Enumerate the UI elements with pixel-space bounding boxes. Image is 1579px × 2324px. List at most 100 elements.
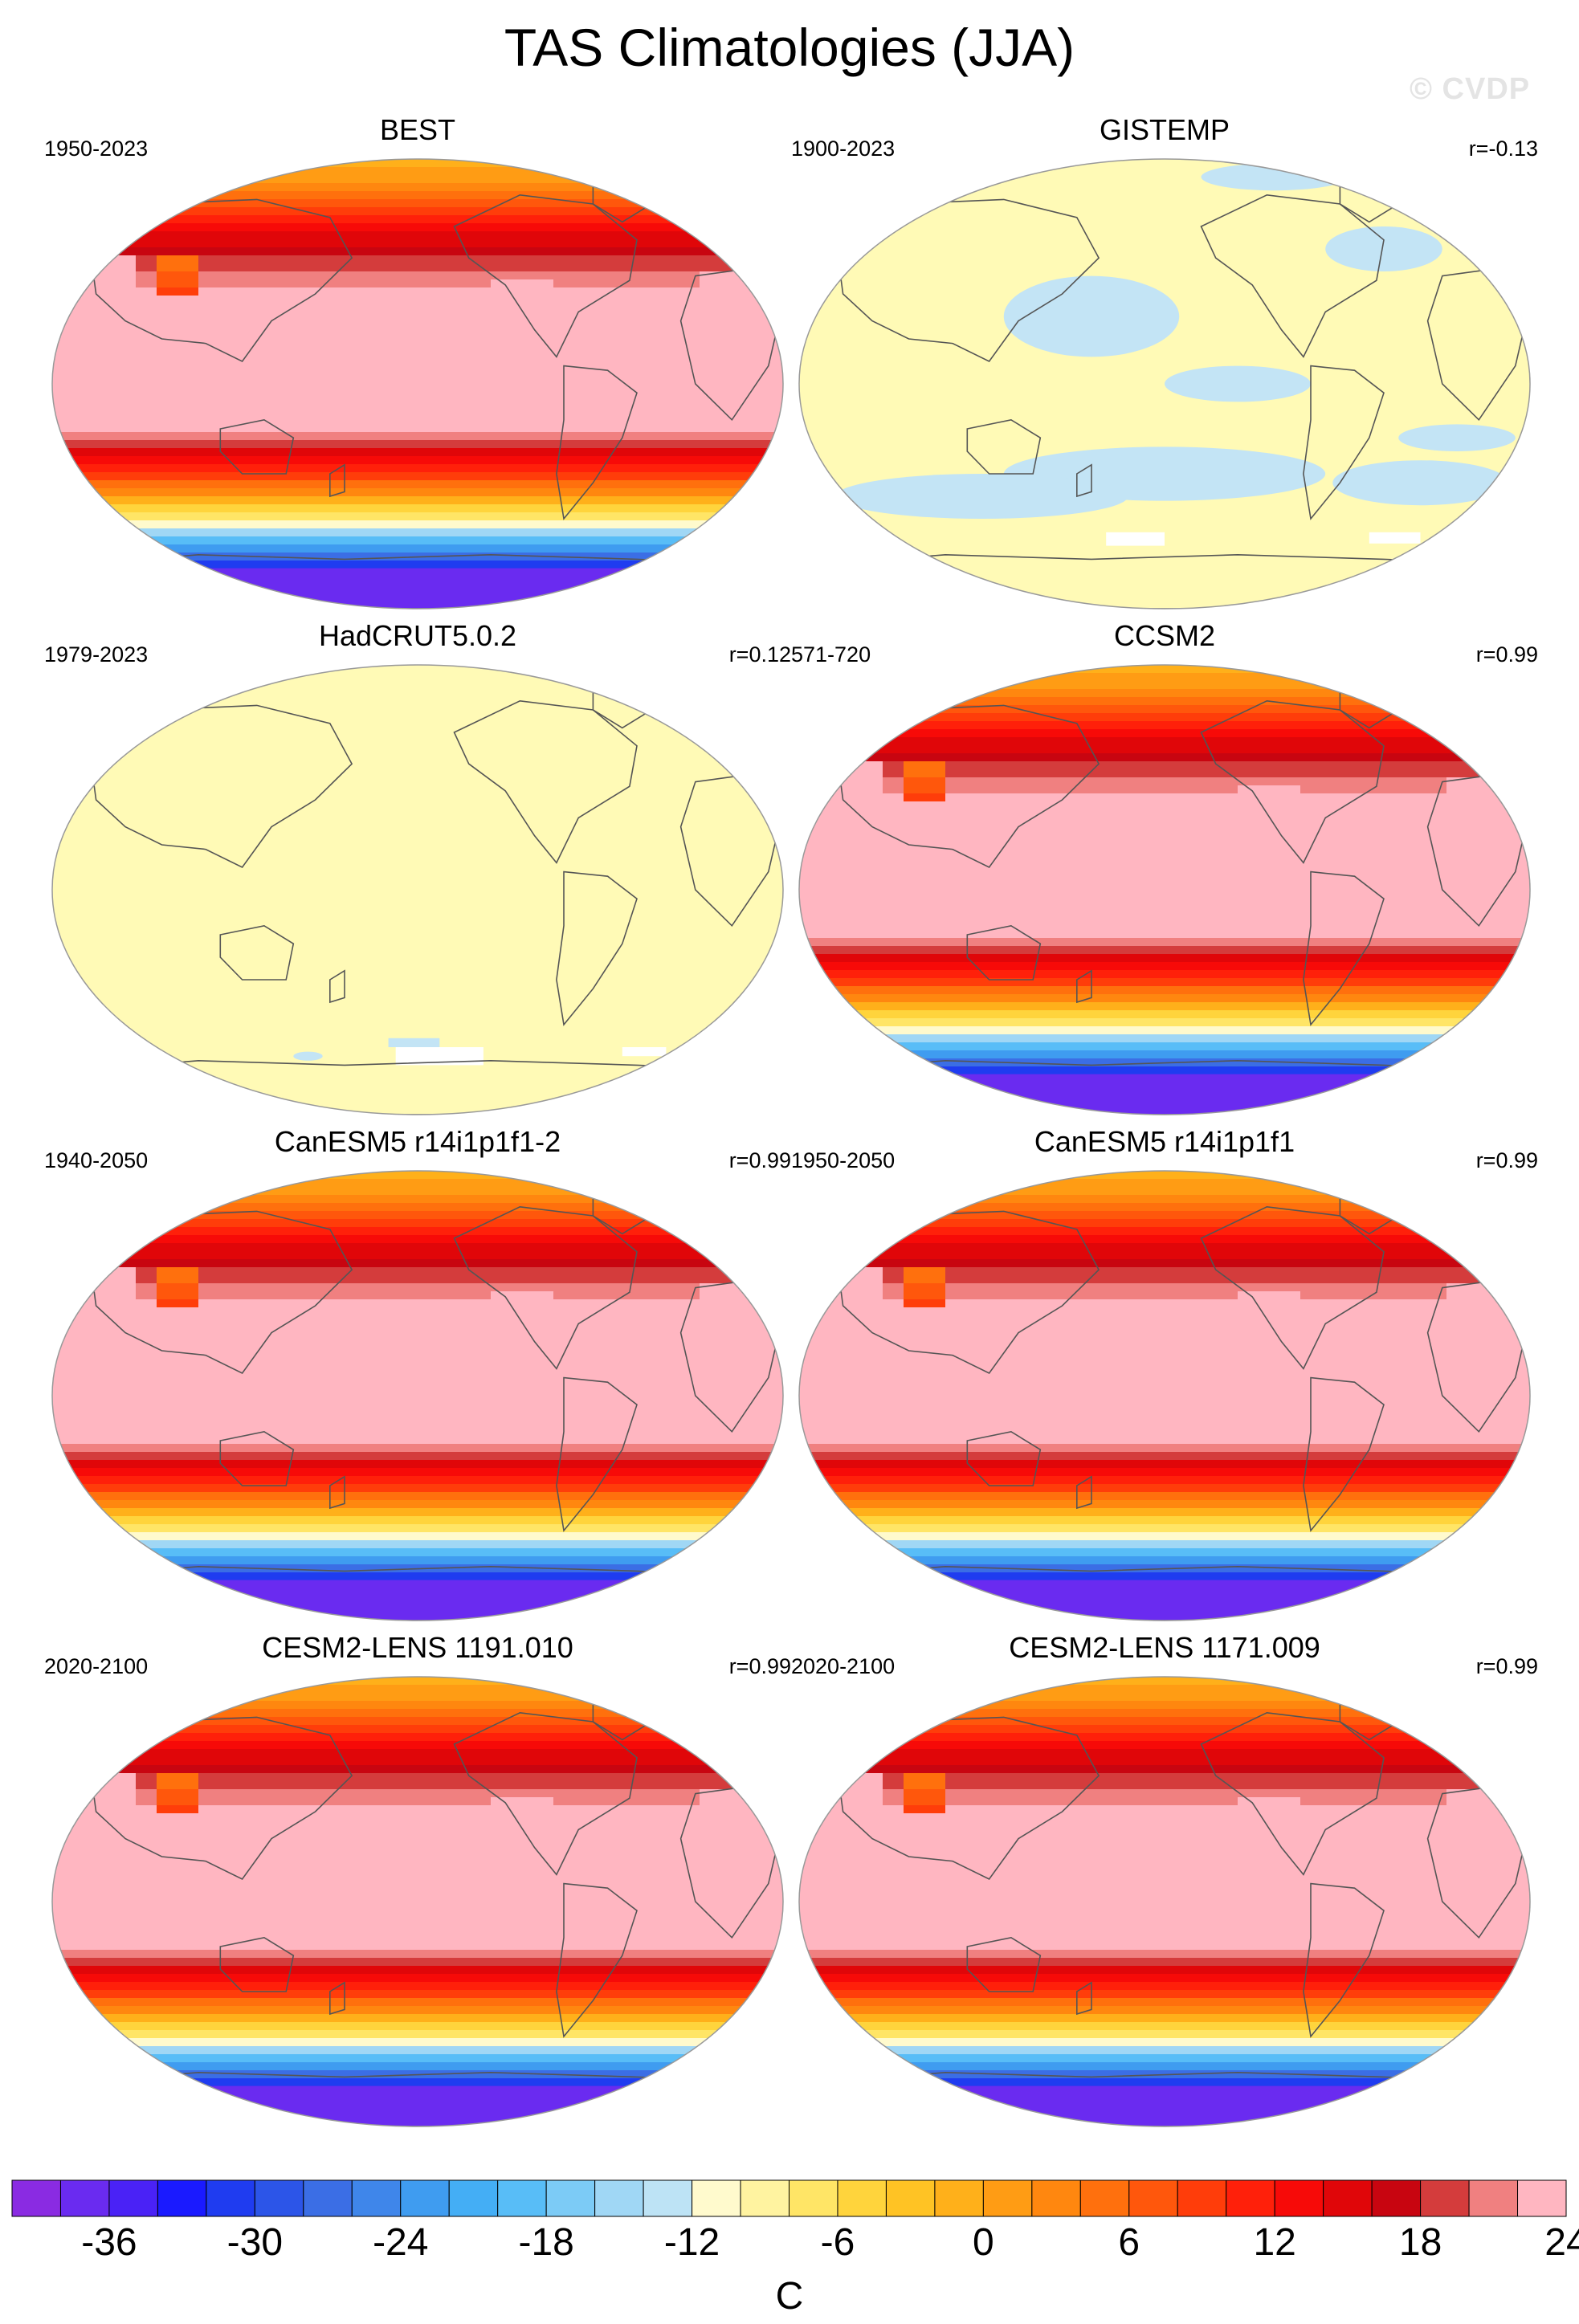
coastline-northAmerica bbox=[453, 1711, 638, 1876]
coastline-antarctica bbox=[834, 1565, 1495, 1621]
panel-title: GISTEMP bbox=[1099, 113, 1230, 146]
colorbar-swatch bbox=[837, 2179, 887, 2217]
colorbar-swatch bbox=[59, 2179, 110, 2217]
coastline-asia bbox=[88, 1716, 353, 1881]
colorbar-swatch bbox=[594, 2179, 644, 2217]
colorbar-tick-label: 0 bbox=[973, 2221, 994, 2264]
colorbar-swatch bbox=[1274, 2179, 1324, 2217]
coastline-antarctica bbox=[834, 2071, 1495, 2126]
coastline-australia bbox=[966, 418, 1042, 475]
panel-correlation: r=0.99 bbox=[728, 1148, 791, 1172]
panel-correlation: r=0.99 bbox=[728, 1654, 791, 1678]
coastline-antarctica bbox=[834, 553, 1495, 609]
coastline-antarctica bbox=[88, 1059, 748, 1115]
coastline-asia bbox=[834, 1716, 1100, 1881]
panel-title: HadCRUT5.0.2 bbox=[318, 619, 517, 652]
coastline-northAmerica bbox=[453, 194, 638, 358]
coastline-northAmerica bbox=[1200, 699, 1385, 864]
colorbar-swatch bbox=[643, 2179, 693, 2217]
chart-title: TAS Climatologies (JJA) bbox=[504, 18, 1075, 77]
map-field bbox=[51, 1676, 784, 2127]
colorbar-swatch bbox=[934, 2179, 984, 2217]
colorbar-swatch bbox=[157, 2179, 207, 2217]
panel-title: CESM2-LENS 1171.009 bbox=[1009, 1631, 1320, 1664]
panel-years: 1940-2050 bbox=[44, 1148, 149, 1172]
map-panel: CCSM2 571-720 r=0.99 bbox=[791, 618, 1538, 1116]
colorbar-swatch bbox=[206, 2179, 255, 2217]
colorbar-tick-label: -36 bbox=[81, 2221, 137, 2264]
map-panel: GISTEMP 1900-2023 r=-0.13 bbox=[791, 112, 1538, 610]
coastline-southAmerica bbox=[556, 1882, 638, 2038]
coastline-southAmerica bbox=[1303, 870, 1385, 1026]
coastline-asia bbox=[834, 198, 1100, 363]
coastline-asia bbox=[834, 1210, 1100, 1375]
coastline-nz bbox=[328, 1981, 345, 2016]
coastline-asia bbox=[88, 198, 353, 363]
colorbar-tick-label: -18 bbox=[518, 2221, 573, 2264]
colorbar-swatch bbox=[1420, 2179, 1470, 2217]
colorbar-tick-label: 18 bbox=[1399, 2221, 1442, 2264]
colorbar-swatch bbox=[497, 2179, 547, 2217]
colorbar-swatch bbox=[1079, 2179, 1130, 2217]
colorbar-tick-label: 24 bbox=[1544, 2221, 1579, 2264]
coastline-nz bbox=[1075, 463, 1092, 498]
colorbar-swatch bbox=[740, 2179, 790, 2217]
colorbar-swatch bbox=[1226, 2179, 1275, 2217]
colorbar-tick-label: -30 bbox=[227, 2221, 283, 2264]
colorbar-swatch bbox=[1128, 2179, 1178, 2217]
panel-title: CESM2-LENS 1191.010 bbox=[262, 1631, 573, 1664]
colorbar-swatch bbox=[108, 2179, 158, 2217]
colorbar-tick-label: -12 bbox=[664, 2221, 720, 2264]
coastline-australia bbox=[219, 1430, 295, 1486]
coastline-australia bbox=[966, 1430, 1042, 1486]
colorbar-swatch bbox=[11, 2179, 61, 2217]
map-panel: CESM2-LENS 1171.009 2020-2100 r=0.99 bbox=[791, 1630, 1538, 2128]
coastline-asia bbox=[834, 704, 1100, 869]
coastline-southAmerica bbox=[1303, 365, 1385, 520]
colorbar-swatch bbox=[545, 2179, 596, 2217]
panel-correlation: r=0.12 bbox=[728, 642, 791, 667]
colorbar-tick-label: -24 bbox=[373, 2221, 428, 2264]
colorbar-swatch bbox=[303, 2179, 353, 2217]
coastline-northAmerica bbox=[453, 1205, 638, 1370]
panel-title: CanESM5 r14i1p1f1 bbox=[1034, 1125, 1295, 1158]
panel-title: CanESM5 r14i1p1f1-2 bbox=[274, 1125, 561, 1158]
coastline-asia bbox=[88, 704, 353, 869]
colorbar-swatch bbox=[254, 2179, 304, 2217]
colorbar-tick-label: 12 bbox=[1253, 2221, 1295, 2264]
coastline-nz bbox=[1075, 969, 1092, 1004]
colorbar-swatch bbox=[789, 2179, 838, 2217]
map-panel: HadCRUT5.0.2 1979-2023 r=0.12 bbox=[44, 618, 791, 1116]
coastline-australia bbox=[966, 924, 1042, 981]
map-field bbox=[798, 664, 1531, 1115]
map-panel: CESM2-LENS 1191.010 2020-2100 r=0.99 bbox=[44, 1630, 791, 2128]
map-field bbox=[798, 158, 1531, 610]
coastline-nz bbox=[1075, 1981, 1092, 2016]
panel-years: 2020-2100 bbox=[44, 1654, 149, 1678]
panel-years: 1900-2023 bbox=[791, 137, 896, 161]
colorbar-swatch bbox=[351, 2179, 402, 2217]
colorbar-tick-label: -6 bbox=[821, 2221, 855, 2264]
coastline-australia bbox=[966, 1936, 1042, 1992]
coastline-southAmerica bbox=[556, 1376, 638, 1532]
coastline-northAmerica bbox=[1200, 194, 1385, 358]
panel-years: 1979-2023 bbox=[44, 642, 149, 667]
map-field bbox=[51, 664, 784, 1115]
map-panel: CanESM5 r14i1p1f1-2 1940-2050 r=0.99 bbox=[44, 1124, 791, 1622]
coastline-asia bbox=[88, 1210, 353, 1375]
coastline-antarctica bbox=[88, 553, 748, 609]
coastline-nz bbox=[1075, 1475, 1092, 1510]
coastline-nz bbox=[328, 463, 345, 498]
coastline-northAmerica bbox=[1200, 1205, 1385, 1370]
map-panel: CanESM5 r14i1p1f1 1950-2050 r=0.99 bbox=[791, 1124, 1538, 1622]
map-field bbox=[798, 1170, 1531, 1621]
coastline-northAmerica bbox=[1200, 1711, 1385, 1876]
colorbar-swatch bbox=[448, 2179, 499, 2217]
coastline-antarctica bbox=[88, 2071, 748, 2126]
coastline-antarctica bbox=[834, 1059, 1495, 1115]
panel-years: 1950-2050 bbox=[791, 1148, 896, 1172]
colorbar-tick-label: 6 bbox=[1118, 2221, 1140, 2264]
map-field bbox=[798, 1676, 1531, 2127]
colorbar-swatch bbox=[1371, 2179, 1422, 2217]
panel-title: BEST bbox=[379, 113, 456, 146]
